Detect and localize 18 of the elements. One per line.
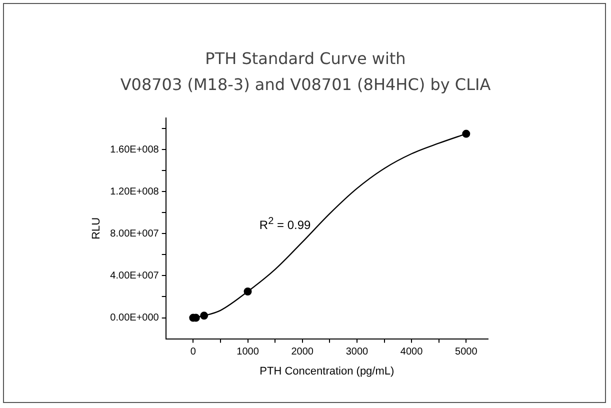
- y-axis-title: RLU: [90, 217, 103, 240]
- annotation: R$^{2}$ = 0.99: [259, 216, 311, 232]
- y-tick-label: 8.00E+007: [110, 228, 160, 240]
- point: [462, 130, 470, 138]
- point: [244, 287, 252, 296]
- x-axis-title: PTH Concentration (pg/mL): [260, 365, 394, 378]
- y-tick-label: 0.00E+000: [110, 312, 160, 324]
- point: [200, 312, 208, 320]
- x-tick-label: 5000: [455, 346, 478, 358]
- x-tick-label: 0: [190, 346, 196, 358]
- x-tick-label: 3000: [346, 346, 369, 358]
- y-tick-label: 1.60E+008: [110, 144, 160, 156]
- x-tick-label: 2000: [291, 346, 314, 358]
- x-tick-label: 4000: [400, 346, 424, 358]
- chart-title: PTH Standard Curve with V08703 (M18-3) and V08701 (8H4HC) by CLIA: [119, 48, 492, 96]
- y-tick-label: 4.00E+007: [110, 270, 160, 282]
- x-tick-label: 1000: [236, 346, 260, 358]
- y-tick-label: 1.20E+008: [110, 186, 160, 198]
